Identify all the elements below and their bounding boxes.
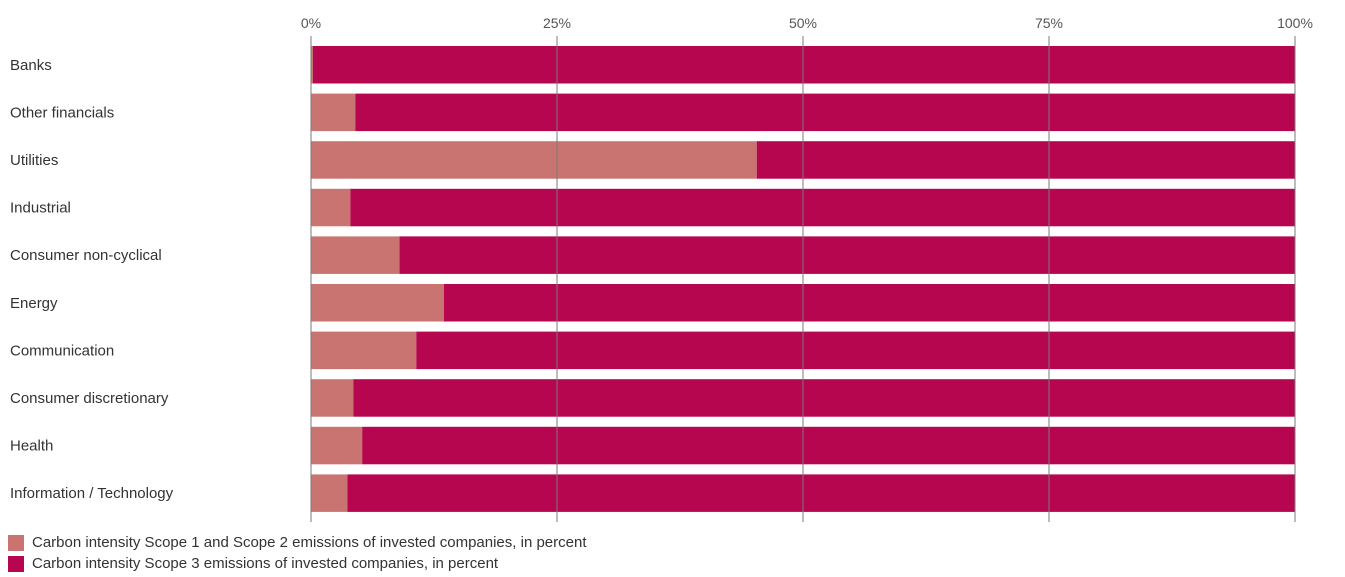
legend-label-scope3: Carbon intensity Scope 3 emissions of in… xyxy=(32,555,499,572)
legend-label-scope12: Carbon intensity Scope 1 and Scope 2 emi… xyxy=(32,534,587,551)
legend-item-scope3: Carbon intensity Scope 3 emissions of in… xyxy=(8,553,587,574)
grid-layer xyxy=(310,36,1296,522)
bar-segment-scope3-3 xyxy=(350,188,1295,227)
bar-segment-scope3-1 xyxy=(355,93,1295,132)
category-label: Other financials xyxy=(10,104,114,121)
bar-segment-scope3-7 xyxy=(353,379,1295,417)
bar-segment-scope12-1 xyxy=(311,93,356,132)
bar-segment-scope12-2 xyxy=(311,141,757,179)
legend-swatch-scope12 xyxy=(8,534,24,551)
bar-segment-scope3-5 xyxy=(443,284,1296,322)
category-label: Communication xyxy=(10,342,114,359)
category-label: Utilities xyxy=(10,152,58,169)
bar-segment-scope3-0 xyxy=(312,46,1295,84)
category-label: Industrial xyxy=(10,200,71,217)
legend-swatch-scope3 xyxy=(8,555,24,572)
bar-segment-scope12-6 xyxy=(311,331,417,370)
bar-segment-scope3-9 xyxy=(347,474,1296,512)
bars-layer xyxy=(311,46,1296,512)
bar-segment-scope3-2 xyxy=(756,141,1295,179)
x-tick-label: 100% xyxy=(1277,15,1313,31)
category-labels: Banks Other financials Utilities Industrial… xyxy=(10,57,174,502)
legend: Carbon intensity Scope 1 and Scope 2 emi… xyxy=(8,532,587,574)
legend-item-scope12: Carbon intensity Scope 1 and Scope 2 emi… xyxy=(8,532,587,553)
x-tick-label: 75% xyxy=(1035,15,1063,31)
bar-segment-scope12-7 xyxy=(311,379,354,417)
x-tick-label: 50% xyxy=(789,15,817,31)
bar-segment-scope12-5 xyxy=(311,284,444,322)
bar-segment-scope3-6 xyxy=(416,331,1296,370)
bar-segment-scope12-0 xyxy=(311,46,313,84)
x-tick-label: 0% xyxy=(301,15,321,31)
bar-segment-scope12-8 xyxy=(311,426,363,465)
bar-segment-scope12-3 xyxy=(311,188,351,227)
category-label: Consumer discretionary xyxy=(10,390,169,407)
category-label: Consumer non-cyclical xyxy=(10,247,162,264)
bar-segment-scope3-8 xyxy=(362,426,1296,465)
category-label: Energy xyxy=(10,295,58,312)
x-axis-ticks: 0% 25% 50% 75% 100% xyxy=(301,15,1313,31)
category-label: Information / Technology xyxy=(10,485,174,502)
bar-segment-scope12-4 xyxy=(311,236,400,274)
category-label: Banks xyxy=(10,57,52,74)
bar-segment-scope3-4 xyxy=(399,236,1295,274)
category-label: Health xyxy=(10,438,53,455)
bar-segment-scope12-9 xyxy=(311,474,348,512)
x-tick-label: 25% xyxy=(543,15,571,31)
